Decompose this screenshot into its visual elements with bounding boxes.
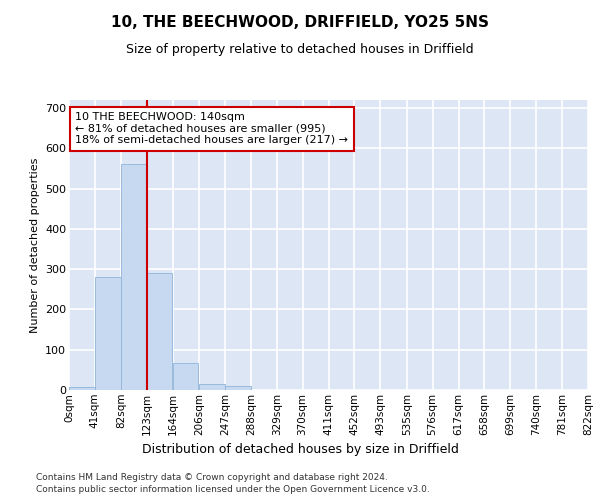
Text: 10, THE BEECHWOOD, DRIFFIELD, YO25 5NS: 10, THE BEECHWOOD, DRIFFIELD, YO25 5NS: [111, 15, 489, 30]
Text: Contains public sector information licensed under the Open Government Licence v3: Contains public sector information licen…: [36, 485, 430, 494]
Text: 10 THE BEECHWOOD: 140sqm
← 81% of detached houses are smaller (995)
18% of semi-: 10 THE BEECHWOOD: 140sqm ← 81% of detach…: [76, 112, 349, 146]
Text: Distribution of detached houses by size in Driffield: Distribution of detached houses by size …: [142, 442, 458, 456]
Bar: [147, 273, 172, 390]
Bar: [173, 362, 198, 390]
Text: Size of property relative to detached houses in Driffield: Size of property relative to detached ho…: [126, 42, 474, 56]
Bar: [69, 387, 95, 390]
Bar: [199, 384, 225, 390]
Text: Contains HM Land Registry data © Crown copyright and database right 2024.: Contains HM Land Registry data © Crown c…: [36, 472, 388, 482]
Bar: [95, 277, 121, 390]
Y-axis label: Number of detached properties: Number of detached properties: [29, 158, 40, 332]
Bar: [121, 164, 146, 390]
Bar: [225, 386, 251, 390]
